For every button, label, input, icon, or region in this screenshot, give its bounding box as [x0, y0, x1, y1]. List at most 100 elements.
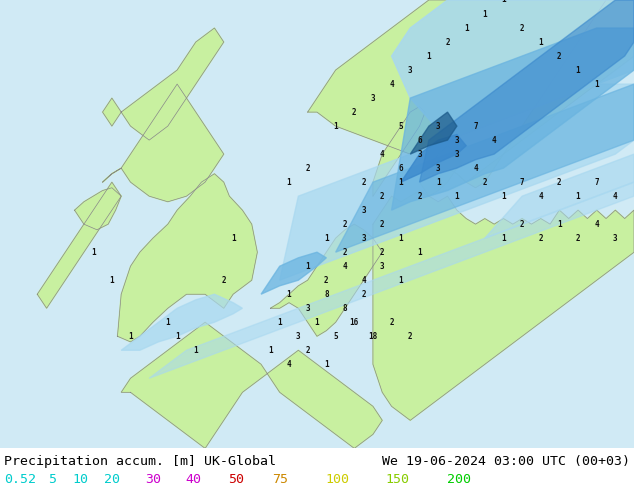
Text: 2: 2 [28, 473, 36, 486]
Text: 7: 7 [473, 122, 478, 131]
Text: 10: 10 [72, 473, 88, 486]
Text: 2: 2 [557, 51, 562, 61]
Text: 1: 1 [324, 234, 328, 243]
Text: 1: 1 [399, 234, 403, 243]
Text: 4: 4 [380, 149, 385, 159]
Text: 1: 1 [399, 178, 403, 187]
Polygon shape [373, 191, 634, 420]
Text: 1: 1 [306, 262, 310, 270]
Text: 2: 2 [520, 24, 524, 32]
Text: 7: 7 [595, 178, 599, 187]
Polygon shape [103, 28, 224, 140]
Text: 3: 3 [361, 206, 366, 215]
Text: 2: 2 [342, 248, 347, 257]
Text: 3: 3 [455, 136, 459, 145]
Text: 2: 2 [380, 248, 385, 257]
Text: 3: 3 [455, 149, 459, 159]
Text: 1: 1 [278, 318, 282, 327]
Text: 1: 1 [576, 192, 580, 200]
Polygon shape [280, 84, 634, 280]
Text: 1: 1 [128, 332, 133, 341]
Polygon shape [335, 84, 634, 252]
Text: 1: 1 [231, 234, 236, 243]
Text: 1: 1 [314, 318, 320, 327]
Polygon shape [149, 182, 634, 378]
Text: 20: 20 [104, 473, 120, 486]
Text: 2: 2 [520, 220, 524, 229]
Text: 1: 1 [399, 276, 403, 285]
Text: 1: 1 [501, 234, 506, 243]
Text: 2: 2 [445, 38, 450, 47]
Text: 2: 2 [389, 318, 394, 327]
Text: 7: 7 [520, 178, 524, 187]
Text: 3: 3 [436, 122, 441, 131]
Text: 2: 2 [342, 220, 347, 229]
Text: 200: 200 [447, 473, 471, 486]
Text: 1: 1 [464, 24, 469, 32]
Text: 1: 1 [175, 332, 179, 341]
Text: 2: 2 [538, 234, 543, 243]
Text: 4: 4 [389, 79, 394, 89]
Text: 1: 1 [333, 122, 338, 131]
Text: 3: 3 [408, 66, 413, 74]
Polygon shape [420, 146, 462, 196]
Text: 2: 2 [361, 290, 366, 299]
Text: 5: 5 [48, 473, 56, 486]
Text: 50: 50 [228, 473, 244, 486]
Polygon shape [392, 28, 634, 210]
Text: 1: 1 [501, 192, 506, 200]
Text: 1: 1 [557, 220, 562, 229]
Text: 3: 3 [296, 332, 301, 341]
Text: 1: 1 [287, 178, 292, 187]
Text: 8: 8 [342, 304, 347, 313]
Polygon shape [373, 106, 425, 196]
Polygon shape [270, 224, 382, 336]
Text: 1: 1 [576, 66, 580, 74]
Text: 2: 2 [380, 220, 385, 229]
Text: 1: 1 [417, 248, 422, 257]
Text: 6: 6 [417, 136, 422, 145]
Text: 1: 1 [455, 192, 459, 200]
Text: 18: 18 [368, 332, 378, 341]
Text: 8: 8 [324, 290, 328, 299]
Text: 4: 4 [361, 276, 366, 285]
Text: 4: 4 [287, 360, 292, 369]
Text: 2: 2 [324, 276, 328, 285]
Text: 75: 75 [272, 473, 288, 486]
Text: 3: 3 [306, 304, 310, 313]
Text: 2: 2 [306, 164, 310, 172]
Text: 3: 3 [380, 262, 385, 270]
Text: 4: 4 [473, 164, 478, 172]
Text: 1: 1 [482, 9, 487, 19]
Text: 3: 3 [436, 164, 441, 172]
Text: 40: 40 [185, 473, 201, 486]
Text: 3: 3 [361, 234, 366, 243]
Text: Precipitation accum. [m] UK-Global: Precipitation accum. [m] UK-Global [4, 455, 276, 468]
Polygon shape [37, 182, 121, 308]
Polygon shape [121, 294, 242, 350]
Polygon shape [117, 174, 257, 342]
Text: 2: 2 [352, 108, 356, 117]
Polygon shape [410, 112, 457, 154]
Text: 1: 1 [436, 178, 441, 187]
Text: 0.5: 0.5 [4, 473, 28, 486]
Text: 1: 1 [324, 360, 328, 369]
Text: 4: 4 [613, 192, 618, 200]
Text: 2: 2 [576, 234, 580, 243]
Text: 5: 5 [399, 122, 403, 131]
Polygon shape [261, 252, 327, 294]
Text: 1: 1 [538, 38, 543, 47]
Text: 16: 16 [350, 318, 359, 327]
Text: 1: 1 [193, 346, 198, 355]
Text: 2: 2 [482, 178, 487, 187]
Text: 4: 4 [595, 220, 599, 229]
Text: 2: 2 [408, 332, 413, 341]
Text: 4: 4 [492, 136, 496, 145]
Text: 1: 1 [427, 51, 431, 61]
Text: 1: 1 [268, 346, 273, 355]
Text: 2: 2 [380, 192, 385, 200]
Text: 2: 2 [417, 192, 422, 200]
Text: 4: 4 [342, 262, 347, 270]
Text: 2: 2 [306, 346, 310, 355]
Text: 150: 150 [385, 473, 409, 486]
